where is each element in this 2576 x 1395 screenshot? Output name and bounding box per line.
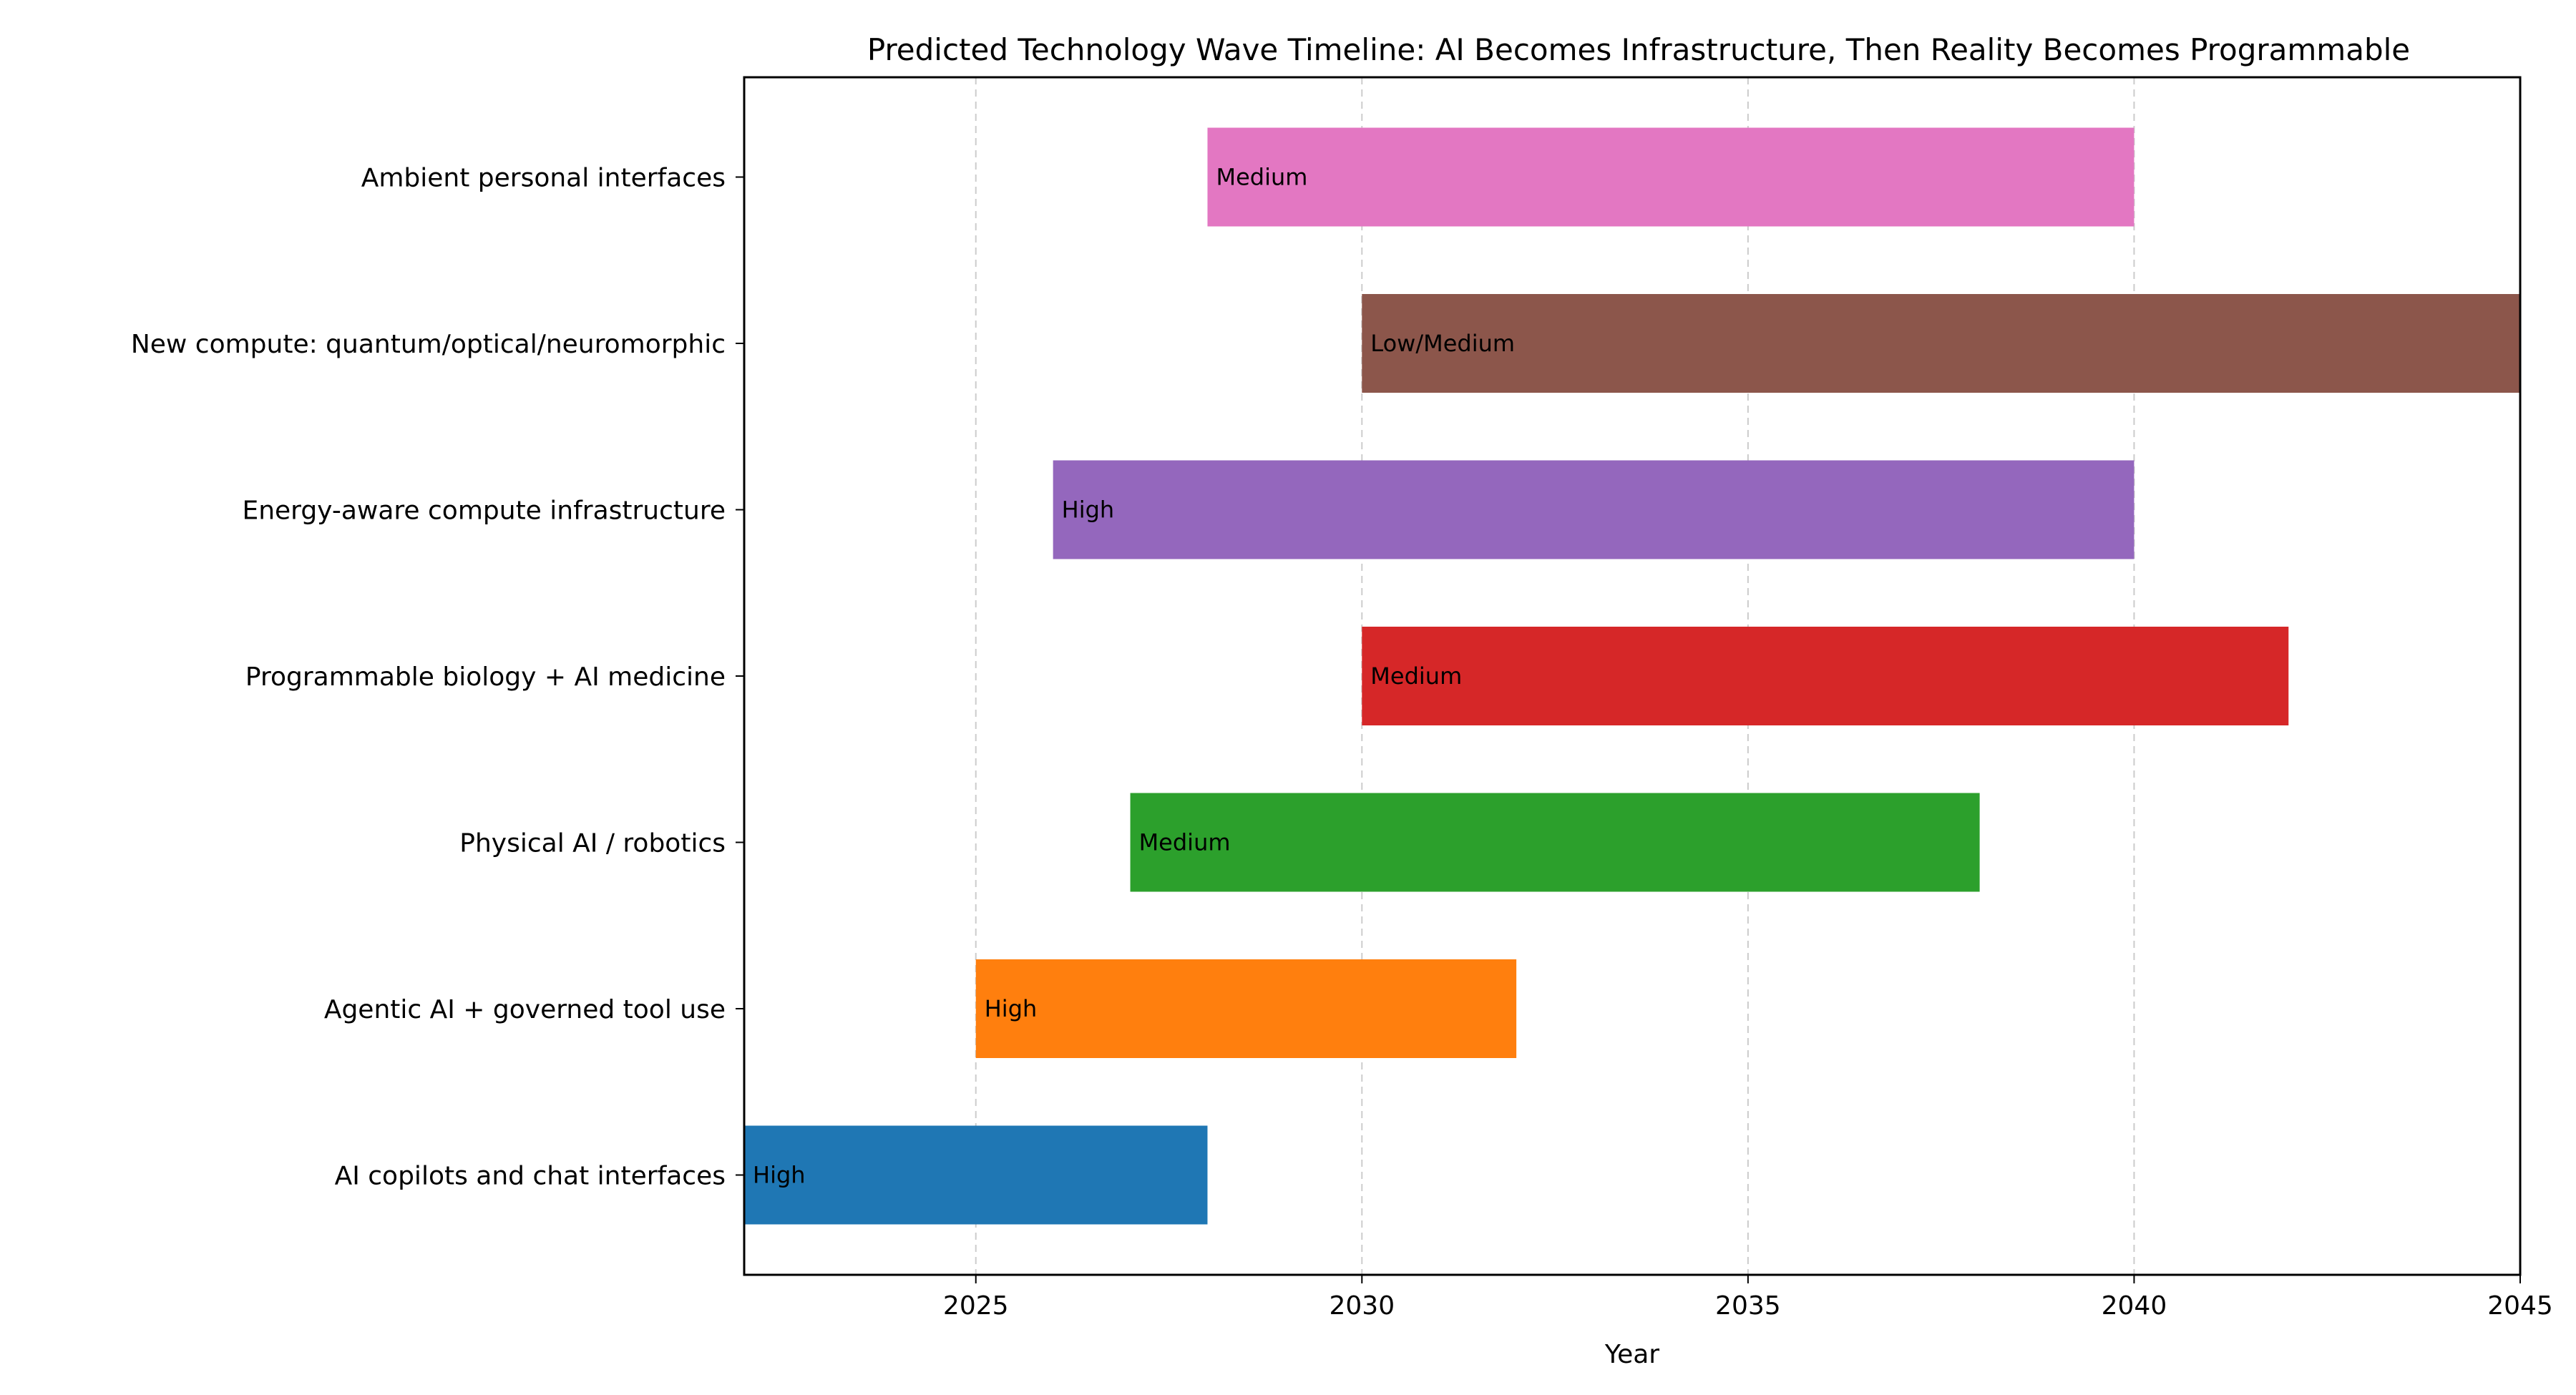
y-axis-ticks: AI copilots and chat interfaces Agentic A… [131,164,744,1191]
bar-label-1: High [985,995,1038,1022]
y-tick-label-1: Agentic AI + governed tool use [324,995,726,1024]
x-tick-label-2040: 2040 [2102,1291,2167,1321]
x-tick-label-2030: 2030 [1329,1291,1395,1321]
x-tick-label-2045: 2045 [2487,1291,2553,1321]
x-axis-ticks: 2025 2030 2035 2040 2045 [943,1275,2553,1321]
bar-label-5: Low/Medium [1370,330,1515,357]
bar-0 [744,1125,1208,1225]
bar-5 [1362,294,2520,393]
bar-label-0: High [753,1162,806,1189]
x-tick-label-2025: 2025 [943,1291,1009,1321]
bar-6 [1207,127,2135,227]
chart-title: Predicted Technology Wave Timeline: AI B… [867,32,2410,67]
y-tick-label-0: AI copilots and chat interfaces [335,1162,726,1191]
y-tick-label-4: Energy-aware compute infrastructure [242,496,726,526]
x-axis-label: Year [1604,1340,1659,1369]
bar-3 [1362,627,2289,725]
y-tick-label-3: Programmable biology + AI medicine [245,662,726,692]
bar-4 [1053,460,2135,559]
y-tick-label-6: Ambient personal interfaces [361,164,726,193]
bar-1 [975,959,1517,1058]
bar-label-3: Medium [1370,662,1462,690]
bar-label-4: High [1062,496,1115,524]
y-tick-label-2: Physical AI / robotics [459,829,726,858]
bar-2 [1130,793,1980,892]
bar-label-2: Medium [1139,829,1231,856]
x-tick-label-2035: 2035 [1715,1291,1781,1321]
bar-label-6: Medium [1216,164,1307,191]
bars: High High Medium Medium High Low/Medium Medium [744,127,2520,1225]
y-tick-label-5: New compute: quantum/optical/neuromorphi… [131,330,726,359]
